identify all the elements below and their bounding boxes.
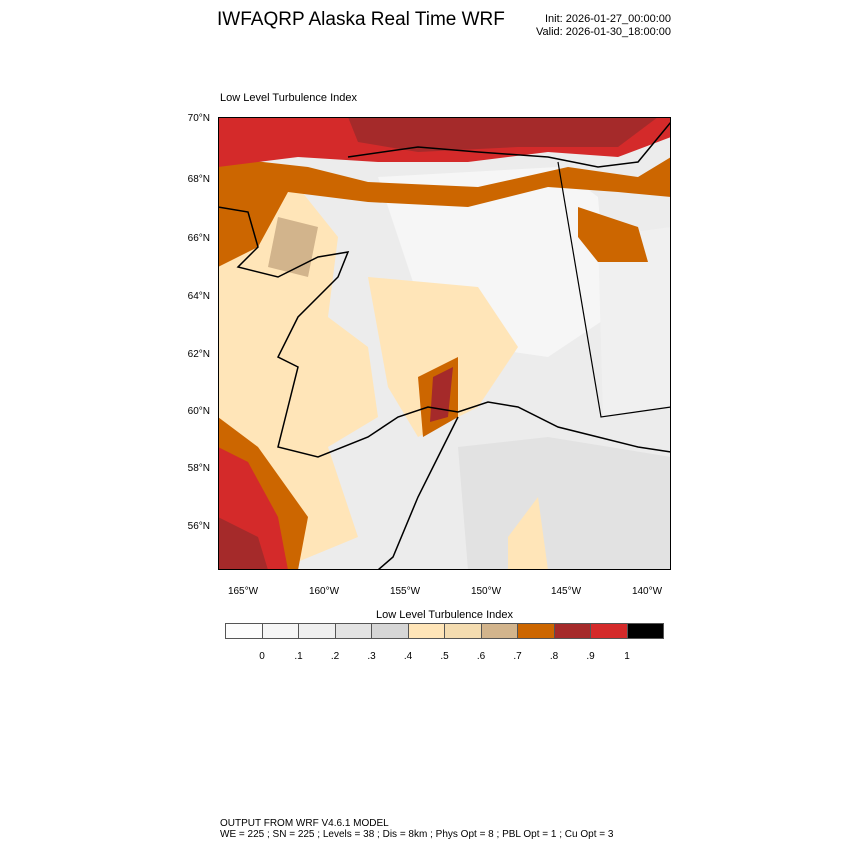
colorbar-swatch [262,624,299,638]
colorbar-label: .5 [440,651,449,662]
time-info: Init: 2026-01-27_00:00:00 Valid: 2026-01… [536,13,671,39]
map-frame [218,117,671,570]
field-central-tan [368,277,518,437]
model-version: OUTPUT FROM WRF V4.6.1 MODEL [220,818,389,829]
lon-label: 155°W [389,586,421,597]
field-north-orange [218,157,671,267]
init-time: Init: 2026-01-27_00:00:00 [545,13,671,25]
colorbar-label: 0 [259,651,265,662]
colorbar-swatch [481,624,518,638]
turbulence-map [218,117,671,570]
field-light-east [598,227,671,417]
colorbar-swatch [335,624,372,638]
lat-label: 68°N [187,174,210,185]
colorbar-swatch [518,624,555,638]
colorbar-title: Low Level Turbulence Index [376,609,513,621]
lat-label: 64°N [187,291,210,302]
border-line [557,161,671,418]
lat-label: 70°N [187,113,210,124]
colorbar-swatch [627,624,663,638]
colorbar-label: .4 [403,651,413,662]
valid-time: Valid: 2026-01-30_18:00:00 [536,26,671,38]
coastline-peninsula [377,416,459,570]
colorbar [225,623,664,639]
lat-label: 56°N [187,521,210,532]
map-subtitle: Low Level Turbulence Index [220,92,357,104]
field-sw-darkred [218,517,268,570]
lon-label: 160°W [308,586,340,597]
colorbar-label: .6 [476,651,486,662]
field-south-tan [508,497,548,570]
model-settings: WE = 225 ; SN = 225 ; Levels = 38 ; Dis … [220,829,614,840]
lon-label: 145°W [550,586,582,597]
colorbar-swatch [591,624,628,638]
colorbar-label: .9 [586,651,595,662]
coastline-south [218,206,671,458]
colorbar-label: .2 [330,651,340,662]
colorbar-swatch [408,624,445,638]
colorbar-swatch [445,624,482,638]
lat-label: 62°N [187,349,210,360]
colorbar-swatch [299,624,336,638]
lat-label: 60°N [187,406,210,417]
field-gulf [458,437,671,570]
colorbar-swatch [226,624,263,638]
lon-label: 140°W [631,586,663,597]
colorbar-label: 1 [624,651,630,662]
lon-label: 165°W [227,586,259,597]
colorbar-label: .3 [367,651,376,662]
lat-label: 66°N [187,233,210,244]
field-brown [268,217,318,277]
colorbar-label: .7 [513,651,522,662]
lon-label: 150°W [470,586,502,597]
colorbar-label: .1 [294,651,303,662]
model-info: OUTPUT FROM WRF V4.6.1 MODEL WE = 225 ; … [220,818,613,840]
colorbar-swatch [554,624,591,638]
field-east-orange [578,207,648,262]
plot-title: IWFAQRP Alaska Real Time WRF [217,9,505,30]
colorbar-label: .8 [549,651,559,662]
field-north-darkred [348,117,658,152]
coastline-north [347,121,671,168]
colorbar-swatch [372,624,409,638]
lat-label: 58°N [187,463,210,474]
